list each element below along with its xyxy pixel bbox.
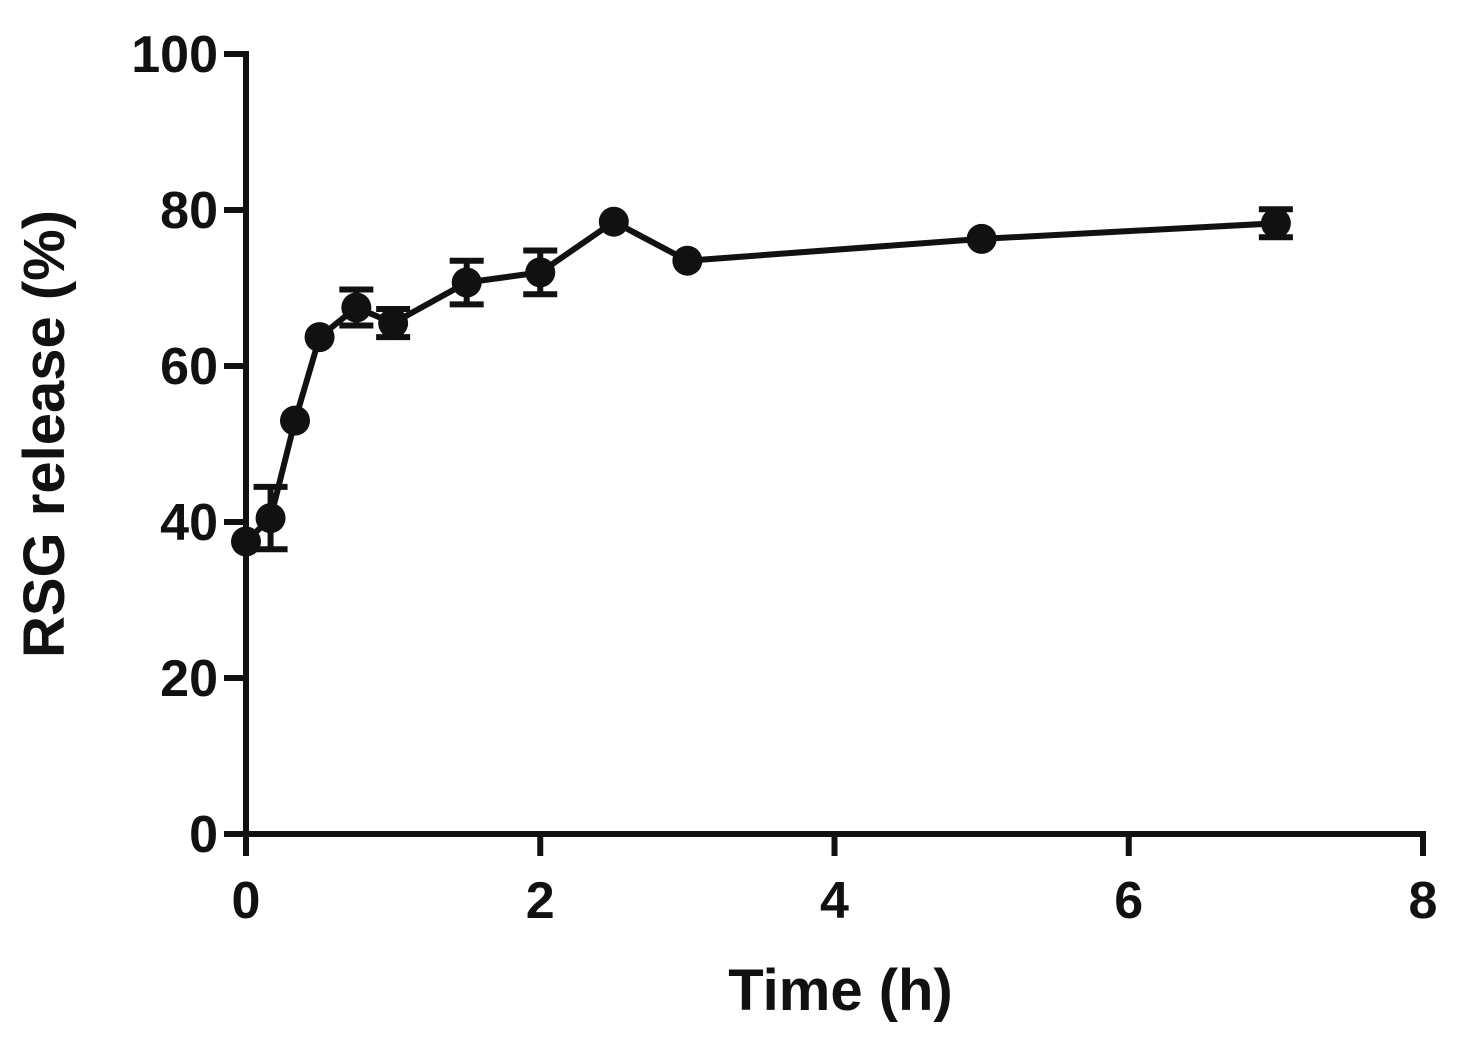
- data-point-11: [1260, 208, 1291, 239]
- data-point-4: [341, 292, 372, 323]
- y-axis-title: RSG release (%): [12, 210, 77, 658]
- y-tick-label-20: 20: [160, 650, 218, 708]
- data-point-5: [378, 308, 409, 339]
- x-tick-label-4: 4: [820, 872, 849, 930]
- axis-titles: Time (h) RSG release (%): [12, 210, 953, 1023]
- y-tick-label-100: 100: [131, 26, 218, 84]
- data-point-3: [304, 322, 335, 353]
- x-axis-title: Time (h): [728, 958, 953, 1023]
- data-point-10: [966, 223, 997, 254]
- x-tick-label-8: 8: [1409, 872, 1438, 930]
- ticks: 0 20 40 60 80 100 0 2 4 6 8: [131, 26, 1437, 930]
- y-tick-label-80: 80: [160, 182, 218, 240]
- y-tick-label-0: 0: [189, 806, 218, 864]
- axes: [243, 51, 1426, 837]
- data-point-6: [451, 267, 482, 298]
- x-tick-label-0: 0: [232, 872, 261, 930]
- data-point-0: [231, 526, 261, 557]
- series-line: [243, 218, 1277, 544]
- x-tick-label-2: 2: [526, 872, 555, 930]
- data-point-1: [255, 503, 286, 534]
- y-tick-label-60: 60: [160, 338, 218, 396]
- data-point-8: [598, 206, 629, 237]
- data-point-2: [279, 405, 310, 436]
- y-tick-label-40: 40: [160, 494, 218, 552]
- series-release: [231, 206, 1293, 557]
- data-point-9: [672, 245, 703, 276]
- x-tick-label-6: 6: [1114, 872, 1143, 930]
- data-point-7: [525, 257, 556, 288]
